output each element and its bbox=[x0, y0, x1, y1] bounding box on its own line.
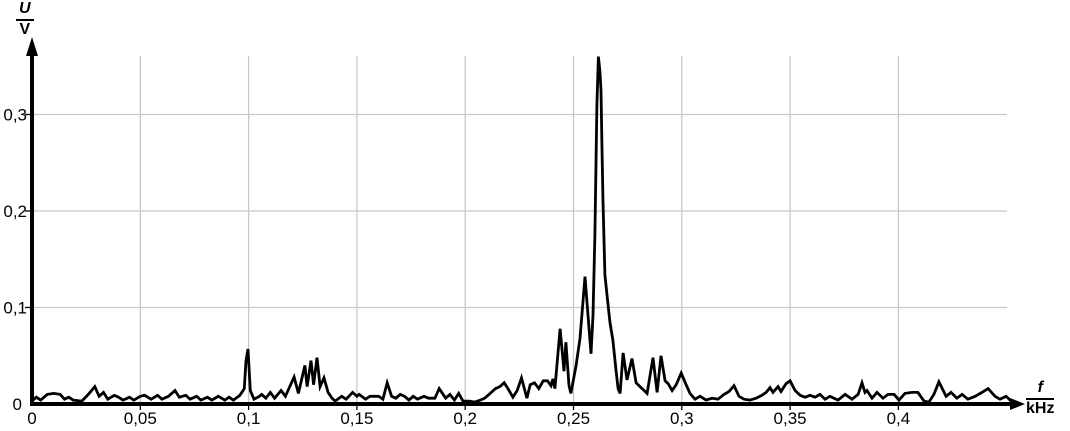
x-axis-arrow bbox=[1010, 398, 1025, 410]
y-axis-label-denominator: V bbox=[19, 20, 31, 38]
tick-label-layer: 0,05 0,1 0,15 0,2 0,25 0,3 0,35 0,4 0,1 0,2 0,3 00 bbox=[3, 106, 910, 429]
x-tick-label: 0,25 bbox=[557, 409, 590, 428]
y-axis-label-numerator: U bbox=[16, 0, 34, 21]
y-axis-label: U V bbox=[16, 0, 34, 39]
x-tick-label: 0,1 bbox=[237, 409, 261, 428]
y-tick-label: 0,2 bbox=[3, 202, 27, 221]
x-axis-label-denominator: kHz bbox=[1026, 399, 1055, 417]
x-tick-label: 0,05 bbox=[124, 409, 157, 428]
x-origin-label: 0 bbox=[27, 409, 36, 428]
x-tick-label: 0,35 bbox=[774, 409, 807, 428]
axis-layer bbox=[25, 37, 1025, 410]
x-tick-label: 0,2 bbox=[453, 409, 477, 428]
spectrum-curve bbox=[30, 56, 1014, 404]
y-axis-arrow bbox=[26, 37, 38, 56]
y-origin-label: 0 bbox=[13, 395, 22, 414]
y-tick-label: 0,1 bbox=[3, 299, 27, 318]
x-tick-label: 0,15 bbox=[340, 409, 373, 428]
y-tick-label: 0,3 bbox=[3, 106, 27, 125]
x-tick-label: 0,4 bbox=[887, 409, 911, 428]
x-tick-label: 0,3 bbox=[670, 409, 694, 428]
x-axis-label-numerator: f bbox=[1026, 379, 1055, 400]
curve-layer bbox=[30, 56, 1014, 404]
x-axis-label: f kHz bbox=[1026, 379, 1055, 418]
grid-layer bbox=[33, 56, 1007, 403]
